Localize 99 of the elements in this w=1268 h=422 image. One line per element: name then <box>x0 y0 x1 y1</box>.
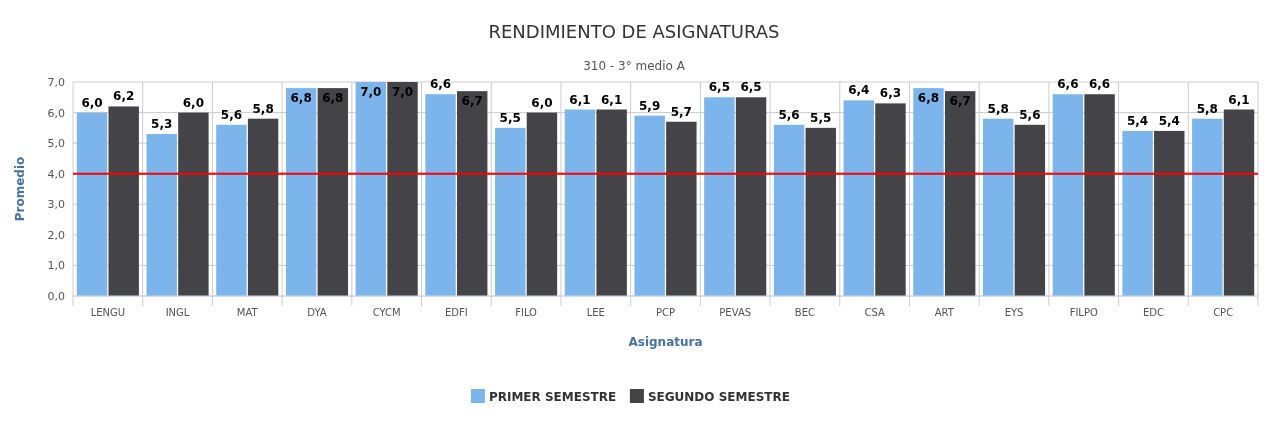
x-tick-label: EDC <box>1142 307 1164 318</box>
bar <box>634 115 665 296</box>
x-axis-title: Asignatura <box>628 335 703 349</box>
y-tick-label: 7,0 <box>47 76 65 89</box>
data-label: 6,0 <box>182 95 205 110</box>
x-tick-label: LENGU <box>90 307 126 318</box>
legend-label: PRIMER SEMESTRE <box>488 390 617 404</box>
data-label: 6,8 <box>917 91 940 106</box>
data-label: 5,6 <box>1019 107 1041 122</box>
chart-subtitle: 310 - 3° medio A <box>583 59 686 73</box>
bar <box>526 112 558 296</box>
bar <box>425 94 456 296</box>
y-tick-label: 0,0 <box>47 290 65 303</box>
data-label: 5,8 <box>252 101 274 116</box>
data-label: 6,8 <box>290 91 312 106</box>
bar <box>457 91 488 296</box>
data-label: 6,0 <box>531 95 553 110</box>
data-label: 5,9 <box>639 98 661 113</box>
x-tick-label: PCP <box>655 307 676 318</box>
data-label: 5,7 <box>670 104 692 119</box>
data-label: 5,6 <box>220 107 243 122</box>
data-label: 5,8 <box>987 101 1009 116</box>
data-label: 6,3 <box>879 86 902 101</box>
data-label: 6,4 <box>848 83 870 98</box>
bar <box>735 97 767 296</box>
data-label: 5,5 <box>499 110 521 125</box>
bar <box>982 118 1014 296</box>
data-label: 6,6 <box>1088 77 1111 92</box>
bar <box>1014 124 1046 296</box>
data-label: 5,4 <box>1126 113 1149 128</box>
data-label: 6,7 <box>949 94 971 109</box>
y-tick-label: 1,0 <box>47 259 65 273</box>
x-tick-label: CYCM <box>372 307 401 318</box>
bar <box>285 88 317 296</box>
data-label: 6,1 <box>601 92 623 107</box>
x-tick-label: DYA <box>307 307 327 318</box>
x-tick-label: ART <box>934 307 955 318</box>
y-tick-label: 4,0 <box>47 167 65 181</box>
x-tick-label: EYS <box>1004 307 1024 318</box>
y-tick-label: 6,0 <box>47 106 65 120</box>
bar <box>216 124 247 296</box>
chart-title: RENDIMIENTO DE ASIGNATURAS <box>488 21 780 42</box>
bar <box>704 97 735 296</box>
x-tick-label: INGL <box>165 307 190 318</box>
data-label: 7,0 <box>360 85 382 99</box>
data-label: 6,5 <box>708 80 730 95</box>
bar <box>355 82 387 296</box>
bar <box>805 127 836 296</box>
bar <box>666 121 697 296</box>
data-label: 5,3 <box>151 116 173 131</box>
data-label: 6,6 <box>1057 77 1079 92</box>
bar <box>146 133 177 296</box>
bar <box>773 124 805 296</box>
bar <box>1122 130 1153 296</box>
bar <box>1192 118 1223 296</box>
x-tick-label: CSA <box>864 307 885 318</box>
bar <box>317 88 349 296</box>
bar <box>564 109 596 296</box>
y-tick-label: 5,0 <box>47 137 65 151</box>
data-label: 5,8 <box>1196 101 1218 116</box>
bar <box>1084 94 1115 296</box>
bar <box>1052 94 1084 296</box>
bar <box>387 82 418 296</box>
bar <box>495 127 526 296</box>
data-label: 6,5 <box>740 80 762 95</box>
legend-label: SEGUNDO SEMESTRE <box>647 390 790 404</box>
bar <box>875 103 906 296</box>
data-label: 5,5 <box>810 110 832 125</box>
y-tick-label: 2,0 <box>47 228 65 242</box>
data-label: 6,1 <box>1228 92 1250 107</box>
bar <box>596 109 627 296</box>
x-tick-label: FILO <box>515 307 538 318</box>
data-label: 5,6 <box>778 107 800 122</box>
y-axis-title: Promedio <box>13 156 27 222</box>
x-tick-label: CPC <box>1213 307 1234 318</box>
x-tick-label: PEVAS <box>719 307 752 318</box>
bar <box>178 112 209 296</box>
x-tick-label: BEC <box>794 307 815 318</box>
x-tick-label: FILPO <box>1069 307 1098 318</box>
x-tick-label: MAT <box>236 307 259 318</box>
bar <box>76 112 108 296</box>
bar <box>944 91 976 296</box>
data-label: 6,0 <box>81 95 103 110</box>
bar <box>843 100 874 296</box>
data-label: 6,6 <box>429 77 452 92</box>
bar <box>913 88 944 296</box>
bar <box>1223 109 1255 296</box>
x-tick-label: EDFI <box>445 307 468 318</box>
data-label: 6,2 <box>113 89 135 104</box>
bar <box>108 106 139 296</box>
x-tick-label: LEE <box>586 307 605 318</box>
data-label: 5,4 <box>1158 113 1180 128</box>
data-label: 6,8 <box>322 91 344 106</box>
data-label: 7,0 <box>391 85 414 99</box>
y-tick-label: 3,0 <box>47 198 65 212</box>
data-label: 6,7 <box>461 94 483 109</box>
data-label: 6,1 <box>569 92 591 107</box>
bar <box>1154 130 1185 296</box>
bar <box>247 118 279 296</box>
